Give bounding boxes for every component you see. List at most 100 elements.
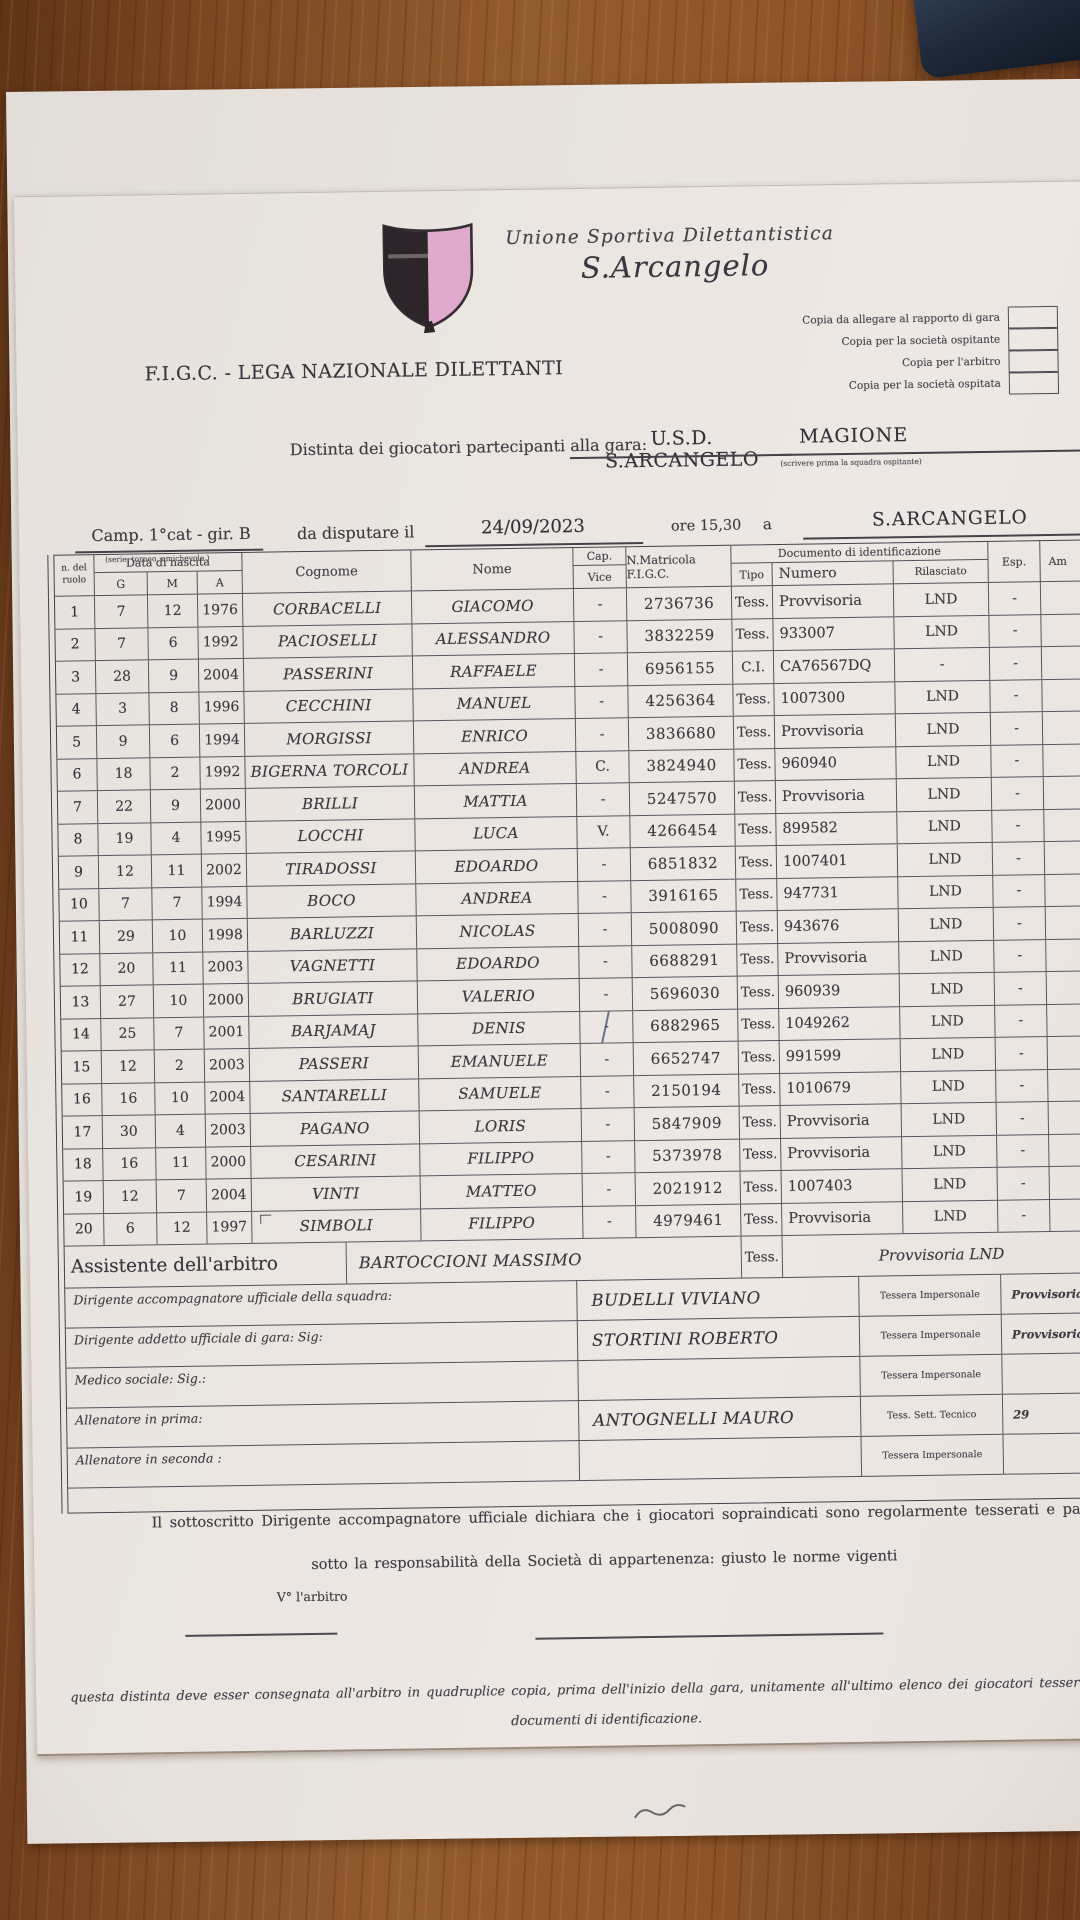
cell-birth-day: 12 [103, 1180, 158, 1213]
copy-item-label: Copia per l'arbitro [901, 355, 1001, 370]
cell-captain-vice: - [582, 1173, 637, 1206]
cell-surname: PASSERI [249, 1046, 420, 1081]
cell-doc-issuer: LND [894, 615, 990, 649]
cell-matricola: 3832259 [627, 619, 733, 653]
copy-item-label: Copia per la società ospitante [841, 333, 1001, 349]
cell-doc-number: 899582 [776, 811, 898, 846]
cell-doc-issuer: LND [893, 582, 990, 616]
cell-role-number: 12 [60, 953, 101, 986]
cell-doc-type: Tess. [732, 618, 774, 651]
cell-birth-month: 7 [154, 1017, 205, 1050]
cell-doc-issuer: LND [899, 972, 996, 1006]
cell-birth-day: 6 [104, 1212, 158, 1246]
cell-doc-number: 947731 [777, 876, 899, 911]
cell-doc-issuer: LND [896, 745, 992, 779]
cell-surname: BOCO [247, 883, 417, 918]
cell-doc-type: Tess. [735, 846, 778, 879]
declaration-line2: sotto la responsabilità della Società di… [311, 1548, 898, 1574]
cell-amm [1043, 744, 1080, 777]
cell-matricola: 6652747 [633, 1041, 740, 1075]
cell-amm [1045, 874, 1080, 907]
cell-name: EDOARDO [415, 849, 579, 883]
header-birthdate: Data di nascita [94, 552, 243, 574]
cell-doc-number: 1007403 [781, 1169, 904, 1203]
copies-list: Copia da allegare al rapporto di gara Co… [706, 305, 1060, 399]
cell-captain-vice: - [578, 880, 632, 913]
federation-title: F.I.G.C. - LEGA NAZIONALE DILETTANTI [144, 357, 564, 386]
cell-esp: - [991, 744, 1044, 777]
cell-birth-month: 9 [148, 659, 200, 692]
cell-doc-type: Tess. [735, 813, 777, 846]
cell-matricola: 2021912 [635, 1171, 742, 1205]
header-doc-issuer: Rilasciato [893, 559, 989, 584]
championship-value: Camp. 1°cat - gir. B [91, 523, 251, 546]
cell-role-number: 7 [57, 791, 99, 824]
cell-doc-issuer: LND [903, 1200, 999, 1234]
cell-amm [1041, 614, 1080, 647]
cell-role-number: 3 [55, 661, 97, 694]
cell-birth-year: 1997 [207, 1211, 253, 1244]
cell-doc-number: 960939 [778, 974, 901, 1008]
cell-esp: - [990, 712, 1044, 745]
cell-birth-day: 9 [96, 725, 151, 758]
cell-doc-issuer: - [894, 647, 991, 681]
cell-surname: CORBACELLI [242, 591, 413, 626]
copy-checkbox [1008, 327, 1059, 351]
cell-birth-month: 7 [152, 887, 203, 920]
cell-role-number: 13 [60, 986, 102, 1019]
cell-birth-month: 7 [156, 1179, 208, 1212]
header-doc-type: Tipo [731, 563, 773, 586]
cell-doc-type: Tess. [733, 683, 775, 716]
cell-captain-vice: - [575, 685, 629, 719]
header-amm: Am [1040, 540, 1080, 582]
cell-surname: BRUGIATI [248, 981, 419, 1016]
cell-birth-day: 7 [99, 887, 153, 921]
cell-doc-type: Tess. [734, 748, 776, 781]
cell-surname: SANTARELLI [250, 1078, 420, 1113]
cell-doc-issuer: LND [901, 1070, 997, 1104]
away-team-value: MAGIONE [799, 424, 909, 448]
cell-doc-issuer: LND [900, 1037, 997, 1071]
rule-line [803, 533, 1080, 540]
cell-doc-number: 933007 [773, 616, 895, 651]
cell-captain-vice: - [579, 978, 634, 1011]
assistant-doc-value: Provvisoria LND [878, 1244, 1005, 1265]
cell-esp: - [997, 1167, 1050, 1200]
cell-doc-type: Tess. [737, 976, 780, 1009]
cell-matricola: 5696030 [632, 976, 739, 1010]
cell-amm [1050, 1166, 1080, 1199]
cell-name: SAMUELE [419, 1076, 582, 1111]
cell-captain-vice: V. [577, 815, 631, 849]
cell-name: FILIPPO [421, 1206, 584, 1241]
cell-birth-month: 10 [155, 1082, 206, 1115]
signature-line-right [535, 1632, 884, 1640]
cell-surname: PAGANO [250, 1111, 421, 1146]
cell-surname: SIMBOLI [252, 1208, 422, 1243]
cell-birth-day: 25 [101, 1017, 155, 1051]
cell-name: NICOLAS [416, 913, 580, 948]
cell-birth-day: 16 [102, 1082, 156, 1116]
players-table: n. del ruolo Data di nascita G M A Cogno… [53, 539, 1080, 1514]
cell-captain-vice: - [582, 1140, 636, 1173]
cell-amm [1041, 581, 1080, 614]
venue-value: S.ARCANGELO [871, 507, 1028, 531]
cell-role-number: 16 [62, 1083, 103, 1116]
back-sheet [6, 77, 1080, 1844]
cell-role-number: 15 [61, 1051, 103, 1084]
official-card-type: Tess. Sett. Tecnico [860, 1394, 1004, 1436]
cell-esp: - [997, 1134, 1050, 1167]
cell-birth-month: 2 [150, 757, 201, 790]
cell-captain-vice: - [577, 848, 632, 881]
cell-role-number: 1 [54, 596, 96, 629]
cell-surname: BARJAMAJ [249, 1013, 419, 1048]
footer-note-line1: questa distinta deve esser consegnata al… [70, 1674, 1080, 1706]
cell-doc-issuer: LND [897, 810, 993, 844]
cell-matricola: 4979461 [636, 1204, 742, 1238]
cell-esp: - [998, 1199, 1051, 1232]
cell-doc-number: Provvisoria [772, 584, 895, 618]
cell-matricola: 6882965 [633, 1009, 739, 1043]
cell-doc-type: Tess. [740, 1138, 782, 1171]
cell-birth-year: 2000 [206, 1146, 252, 1179]
cell-surname: BRILLI [245, 786, 416, 821]
official-name [578, 1356, 861, 1401]
